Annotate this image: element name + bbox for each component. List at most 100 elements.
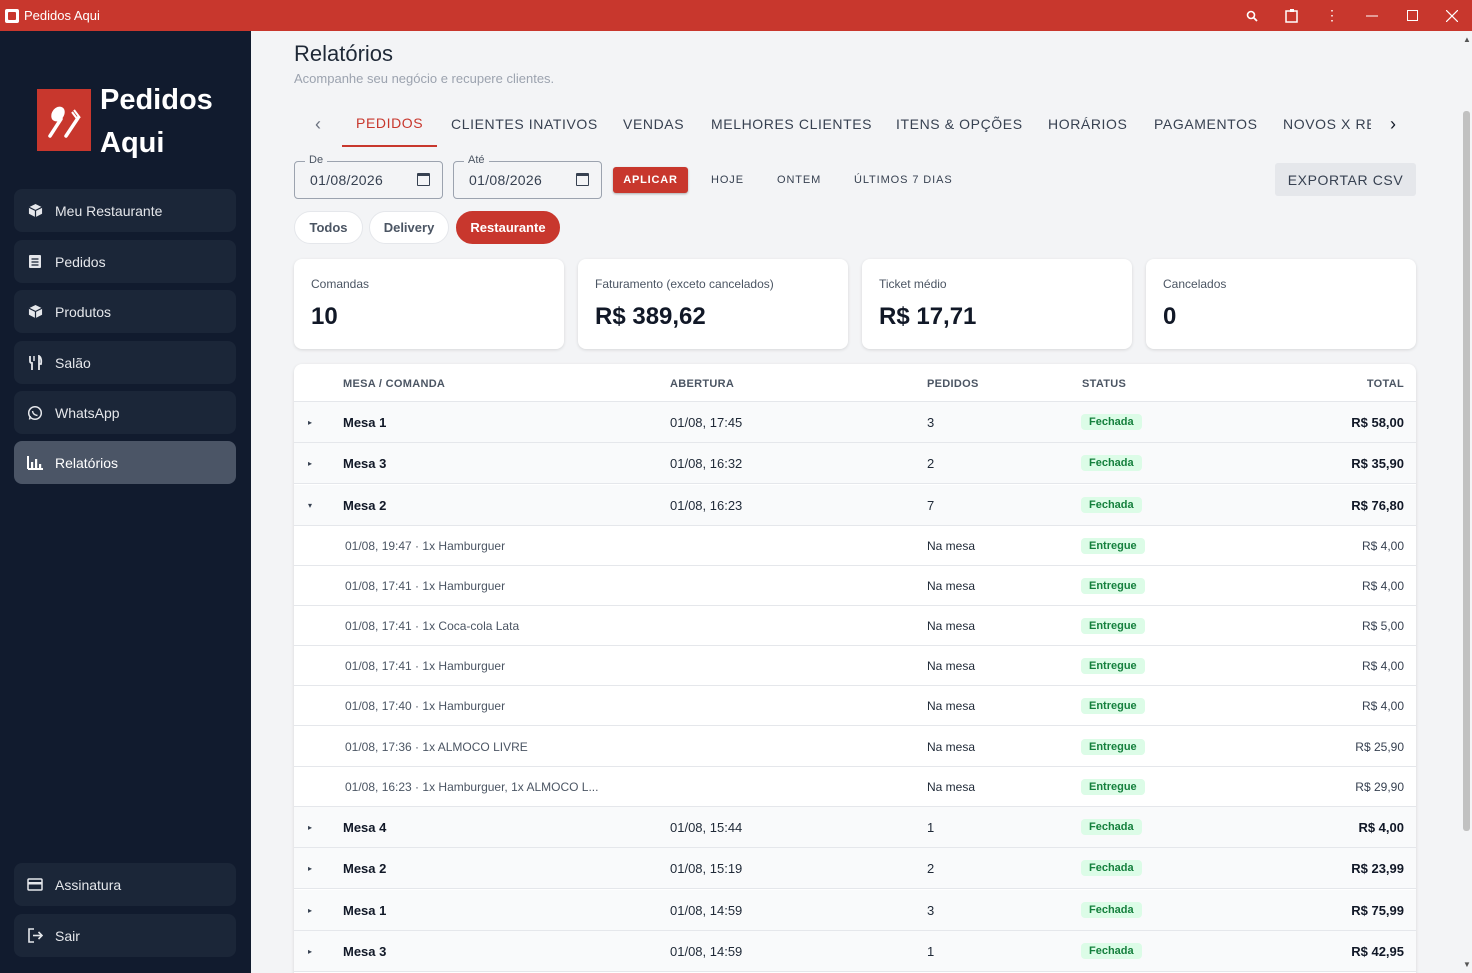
sidebar-item-meu-restaurante[interactable]: Meu Restaurante bbox=[14, 189, 236, 232]
sidebar-item-salao[interactable]: Salão bbox=[14, 341, 236, 384]
chevron-right-icon[interactable]: › bbox=[1390, 113, 1396, 134]
expand-toggle-icon[interactable]: ▸ bbox=[308, 946, 313, 956]
page-title: Relatórios bbox=[294, 41, 394, 66]
tab-horarios[interactable]: HORÁRIOS bbox=[1048, 116, 1128, 132]
status-badge: Entregue bbox=[1081, 738, 1145, 755]
order-subrow: 01/08, 17:41 · 1x Hamburguer Na mesa Ent… bbox=[294, 566, 1416, 606]
mesa-name: Mesa 3 bbox=[343, 455, 387, 471]
chip-todos[interactable]: Todos bbox=[294, 211, 363, 244]
sidebar-item-pedidos[interactable]: Pedidos bbox=[14, 240, 236, 283]
abertura-time: 01/08, 16:32 bbox=[670, 455, 743, 471]
header-mesa: MESA / COMANDA bbox=[343, 378, 446, 390]
date-to-value: 01/08/2026 bbox=[469, 172, 543, 188]
cube-icon bbox=[27, 203, 43, 219]
utensils-logo-icon bbox=[37, 89, 91, 151]
stat-label: Cancelados bbox=[1163, 277, 1227, 291]
report-tabs: ‹ PEDIDOS CLIENTES INATIVOS VENDAS MELHO… bbox=[294, 101, 1416, 147]
pedidos-count: 3 bbox=[927, 902, 935, 918]
cube-icon bbox=[27, 304, 43, 320]
order-desc: 01/08, 17:41 · 1x Coca-cola Lata bbox=[345, 618, 520, 633]
status-badge: Fechada bbox=[1081, 497, 1142, 513]
sidebar-item-sair[interactable]: Sair bbox=[14, 914, 236, 957]
chevron-left-icon[interactable]: ‹ bbox=[315, 113, 321, 134]
minimize-icon[interactable] bbox=[1352, 0, 1392, 31]
tab-clientes-inativos[interactable]: CLIENTES INATIVOS bbox=[451, 116, 598, 132]
tab-itens-opcoes[interactable]: ITENS & OPÇÕES bbox=[896, 116, 1023, 132]
scrollbar-thumb[interactable] bbox=[1463, 111, 1470, 831]
pedidos-count: 1 bbox=[927, 819, 935, 835]
close-icon[interactable] bbox=[1432, 0, 1472, 31]
sidebar-item-whatsapp[interactable]: WhatsApp bbox=[14, 391, 236, 434]
maximize-icon[interactable] bbox=[1392, 0, 1432, 31]
main-content: Relatórios Acompanhe seu negócio e recup… bbox=[273, 31, 1437, 973]
mesa-name: Mesa 4 bbox=[343, 819, 387, 835]
table-row[interactable]: ▸ Mesa 3 01/08, 16:32 2 Fechada R$ 35,90 bbox=[294, 443, 1416, 484]
calendar-icon[interactable] bbox=[417, 173, 430, 186]
table-row[interactable]: ▸ Mesa 1 01/08, 17:45 3 Fechada R$ 58,00 bbox=[294, 402, 1416, 443]
tab-novos-x-recorrentes[interactable]: NOVOS X RE bbox=[1283, 116, 1371, 132]
status-badge: Fechada bbox=[1081, 819, 1142, 835]
sidebar-item-produtos[interactable]: Produtos bbox=[14, 290, 236, 333]
extensions-icon[interactable] bbox=[1272, 0, 1312, 31]
status-badge: Fechada bbox=[1081, 455, 1142, 471]
table-row[interactable]: ▸ Mesa 1 01/08, 14:59 3 Fechada R$ 75,99 bbox=[294, 890, 1416, 931]
order-subrow: 01/08, 17:41 · 1x Hamburguer Na mesa Ent… bbox=[294, 646, 1416, 686]
table-row[interactable]: ▸ Mesa 2 01/08, 15:19 2 Fechada R$ 23,99 bbox=[294, 848, 1416, 889]
expand-toggle-icon[interactable]: ▸ bbox=[308, 822, 313, 832]
yesterday-button[interactable]: ONTEM bbox=[777, 174, 822, 186]
chip-restaurante[interactable]: Restaurante bbox=[456, 211, 560, 244]
tab-pagamentos[interactable]: PAGAMENTOS bbox=[1154, 116, 1258, 132]
date-to-field[interactable]: Até 01/08/2026 bbox=[453, 154, 602, 199]
app-icon bbox=[5, 8, 19, 23]
sidebar-item-label: Assinatura bbox=[55, 876, 122, 893]
header-pedidos: PEDIDOS bbox=[927, 378, 979, 390]
stat-label: Comandas bbox=[311, 277, 370, 291]
pedidos-count: 2 bbox=[927, 860, 935, 876]
sidebar-item-assinatura[interactable]: Assinatura bbox=[14, 863, 236, 906]
expand-toggle-icon[interactable]: ▸ bbox=[308, 863, 313, 873]
date-from-field[interactable]: De 01/08/2026 bbox=[294, 154, 443, 199]
stat-value: R$ 17,71 bbox=[879, 303, 977, 330]
row-total: R$ 75,99 bbox=[1351, 902, 1404, 918]
status-badge: Entregue bbox=[1081, 577, 1145, 594]
expand-toggle-icon[interactable]: ▸ bbox=[308, 905, 313, 915]
apply-button[interactable]: APLICAR bbox=[613, 167, 688, 193]
zoom-icon[interactable] bbox=[1232, 0, 1272, 31]
table-row[interactable]: ▸ Mesa 4 01/08, 15:44 1 Fechada R$ 4,00 bbox=[294, 807, 1416, 848]
today-button[interactable]: HOJE bbox=[711, 174, 744, 186]
status-badge: Fechada bbox=[1081, 902, 1142, 918]
sidebar-item-relatorios[interactable]: Relatórios bbox=[14, 441, 236, 484]
page-scrollbar[interactable]: ▲ ▼ bbox=[1461, 31, 1472, 973]
mesa-name: Mesa 1 bbox=[343, 414, 387, 430]
tab-melhores-clientes[interactable]: MELHORES CLIENTES bbox=[711, 116, 873, 132]
menu-kebab-icon[interactable]: ⋮ bbox=[1325, 7, 1339, 23]
export-csv-button[interactable]: EXPORTAR CSV bbox=[1275, 163, 1416, 196]
sidebar-item-label: Pedidos bbox=[55, 253, 106, 270]
receipt-icon bbox=[27, 254, 43, 270]
date-to-label: Até bbox=[464, 154, 489, 166]
tab-vendas[interactable]: VENDAS bbox=[623, 116, 685, 132]
calendar-icon[interactable] bbox=[576, 173, 589, 186]
brand-line1: Pedidos bbox=[100, 84, 213, 116]
abertura-time: 01/08, 15:19 bbox=[670, 860, 743, 876]
mesa-name: Mesa 2 bbox=[343, 497, 387, 513]
order-subrow: 01/08, 17:41 · 1x Coca-cola Lata Na mesa… bbox=[294, 606, 1416, 646]
expand-toggle-icon[interactable]: ▸ bbox=[308, 458, 313, 468]
tab-pedidos[interactable]: PEDIDOS bbox=[342, 101, 438, 147]
order-subrow: 01/08, 19:47 · 1x Hamburguer Na mesa Ent… bbox=[294, 526, 1416, 566]
date-from-label: De bbox=[305, 154, 328, 166]
scroll-down-icon[interactable]: ▼ bbox=[1463, 960, 1471, 969]
expand-toggle-icon[interactable]: ▸ bbox=[308, 417, 313, 427]
brand-line2: Aqui bbox=[100, 127, 165, 159]
header-status: STATUS bbox=[1082, 378, 1127, 390]
scroll-up-icon[interactable]: ▲ bbox=[1463, 35, 1471, 44]
order-location: Na mesa bbox=[927, 698, 976, 713]
table-row-expanded[interactable]: ▾ Mesa 2 01/08, 16:23 7 Fechada R$ 76,80 bbox=[294, 485, 1416, 526]
bar-chart-icon bbox=[27, 455, 43, 471]
comandas-table: MESA / COMANDA ABERTURA PEDIDOS STATUS T… bbox=[294, 364, 1416, 973]
collapse-toggle-icon[interactable]: ▾ bbox=[308, 500, 313, 510]
last-7-days-button[interactable]: ÚLTIMOS 7 DIAS bbox=[854, 174, 953, 186]
sidebar-item-label: Salão bbox=[55, 354, 91, 371]
chip-delivery[interactable]: Delivery bbox=[369, 211, 449, 244]
table-row[interactable]: ▸ Mesa 3 01/08, 14:59 1 Fechada R$ 42,95 bbox=[294, 931, 1416, 972]
